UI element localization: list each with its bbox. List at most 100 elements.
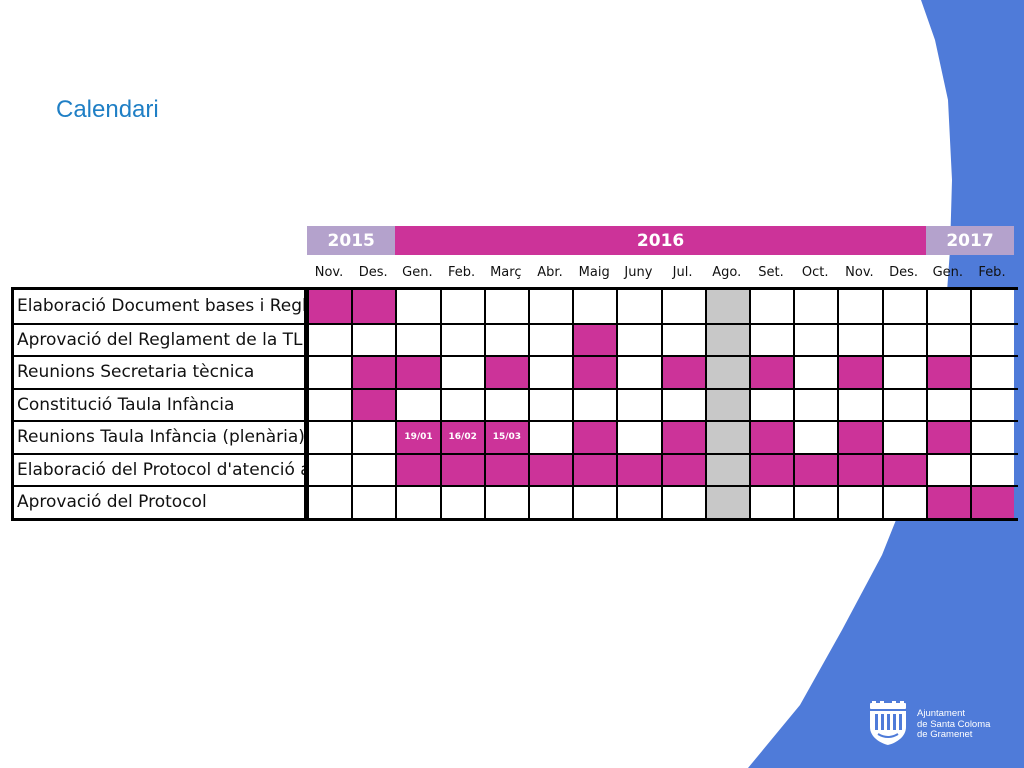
schedule-cell bbox=[970, 290, 1015, 323]
schedule-cell bbox=[660, 422, 705, 453]
schedule-cell bbox=[572, 454, 617, 485]
schedule-cell bbox=[307, 389, 352, 420]
schedule-cell bbox=[483, 454, 528, 485]
schedule-cell bbox=[395, 389, 440, 420]
schedule-cell bbox=[351, 422, 396, 453]
schedule-cell bbox=[704, 389, 749, 420]
schedule-cell bbox=[925, 324, 970, 355]
schedule-cell bbox=[925, 422, 970, 453]
month-label: Gen. bbox=[932, 264, 964, 280]
schedule-cell bbox=[925, 487, 970, 518]
schedule-cell bbox=[704, 422, 749, 453]
schedule-cell bbox=[970, 389, 1015, 420]
schedule-cell bbox=[528, 487, 573, 518]
logo-line: de Gramenet bbox=[917, 729, 973, 740]
schedule-cell bbox=[572, 487, 617, 518]
month-label: Juny bbox=[624, 264, 653, 280]
schedule-cell bbox=[439, 357, 484, 388]
schedule-cell bbox=[881, 290, 926, 323]
month-label: Feb. bbox=[978, 264, 1006, 280]
activity-label: Constitució Taula Infància bbox=[14, 389, 307, 420]
logo-line: Ajuntament bbox=[917, 708, 966, 719]
schedule-cell bbox=[439, 487, 484, 518]
schedule-cell bbox=[837, 389, 882, 420]
schedule-cell bbox=[793, 290, 838, 323]
table-row: Reunions Secretaria tècnica bbox=[14, 355, 1018, 388]
schedule-cell bbox=[528, 454, 573, 485]
schedule-cell bbox=[307, 324, 352, 355]
schedule-cell bbox=[970, 487, 1015, 518]
schedule-cell bbox=[660, 389, 705, 420]
schedule-cell bbox=[351, 487, 396, 518]
schedule-cell bbox=[483, 487, 528, 518]
schedule-cell bbox=[881, 324, 926, 355]
schedule-cell bbox=[483, 290, 528, 323]
schedule-cell bbox=[660, 324, 705, 355]
schedule-cell bbox=[837, 487, 882, 518]
slide-title: Calendari bbox=[56, 96, 159, 123]
schedule-cell bbox=[749, 454, 794, 485]
schedule-cell bbox=[307, 290, 352, 323]
activity-label: Aprovació del Reglament de la TLI bbox=[14, 324, 307, 355]
schedule-cell bbox=[307, 487, 352, 518]
schedule-cell bbox=[704, 290, 749, 323]
schedule-cell bbox=[483, 324, 528, 355]
activity-label: Aprovació del Protocol bbox=[14, 487, 307, 518]
schedule-cell bbox=[925, 389, 970, 420]
year-header-2017: 2017 bbox=[925, 226, 1015, 255]
activity-label: Elaboració Document bases i Reglament bbox=[14, 290, 307, 323]
schedule-cell bbox=[970, 454, 1015, 485]
schedule-cell bbox=[307, 357, 352, 388]
schedule-cell bbox=[395, 324, 440, 355]
schedule-cell bbox=[660, 290, 705, 323]
month-label: Nov. bbox=[314, 264, 344, 280]
schedule-cell bbox=[572, 422, 617, 453]
schedule-cell bbox=[616, 290, 661, 323]
schedule-cell bbox=[793, 454, 838, 485]
schedule-cell bbox=[528, 389, 573, 420]
month-label: Abr. bbox=[537, 264, 563, 280]
table-row: Reunions Taula Infància (plenària) 19/01 1… bbox=[14, 420, 1018, 453]
schedule-cell bbox=[881, 422, 926, 453]
schedule-cell bbox=[970, 422, 1015, 453]
schedule-cell bbox=[483, 357, 528, 388]
month-label: Des. bbox=[889, 264, 919, 280]
schedule-cell bbox=[572, 357, 617, 388]
schedule-cell bbox=[704, 357, 749, 388]
schedule-cell bbox=[704, 324, 749, 355]
schedule-cell bbox=[925, 357, 970, 388]
schedule-cell bbox=[704, 454, 749, 485]
schedule-cell bbox=[660, 487, 705, 518]
schedule-cell bbox=[660, 454, 705, 485]
municipality-name: Ajuntament de Santa Coloma de Gramenet bbox=[917, 708, 1017, 741]
activity-label: Reunions Secretaria tècnica bbox=[14, 357, 307, 388]
month-label: Nov. bbox=[845, 264, 874, 280]
activity-label: Reunions Taula Infància (plenària) bbox=[14, 422, 307, 453]
schedule-cell: 19/01 bbox=[395, 422, 440, 453]
schedule-cell bbox=[528, 290, 573, 323]
schedule-cell bbox=[925, 454, 970, 485]
table-row: Aprovació del Reglament de la TLI bbox=[14, 322, 1018, 355]
schedule-cell bbox=[793, 324, 838, 355]
schedule-cell bbox=[528, 357, 573, 388]
schedule-cell bbox=[749, 389, 794, 420]
month-label: Set. bbox=[758, 264, 784, 280]
schedule-cell bbox=[749, 290, 794, 323]
schedule-cell bbox=[749, 324, 794, 355]
schedule-cell bbox=[793, 422, 838, 453]
month-label: Des. bbox=[358, 264, 388, 280]
month-label: Maig bbox=[578, 264, 610, 280]
schedule-cell bbox=[395, 357, 440, 388]
table-row: Constitució Taula Infància bbox=[14, 387, 1018, 420]
coat-of-arms-icon bbox=[870, 701, 906, 745]
schedule-cell bbox=[439, 324, 484, 355]
schedule-cell bbox=[749, 487, 794, 518]
month-label: Feb. bbox=[448, 264, 476, 280]
month-label: Març bbox=[490, 264, 522, 280]
schedule-cell bbox=[351, 324, 396, 355]
table-row: Elaboració del Protocol d'atenció a la bbox=[14, 452, 1018, 485]
schedule-cell bbox=[616, 357, 661, 388]
table-row: Elaboració Document bases i Reglament bbox=[14, 290, 1018, 323]
schedule-table: Elaboració Document bases i ReglamentApr… bbox=[11, 287, 1018, 521]
schedule-cell bbox=[837, 422, 882, 453]
